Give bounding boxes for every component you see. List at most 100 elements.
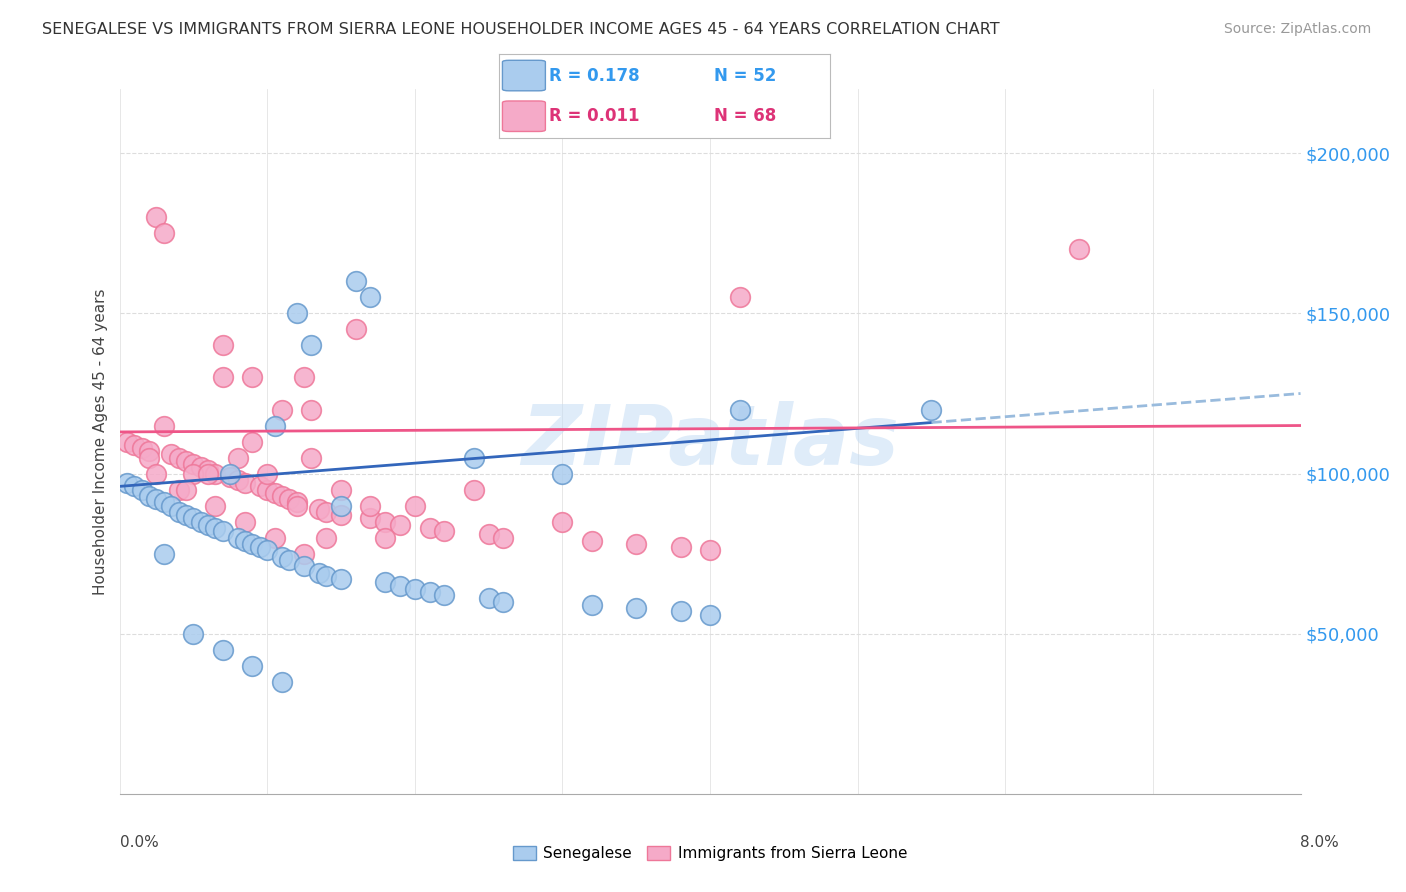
- Point: [433, 588, 456, 602]
- Text: R = 0.178: R = 0.178: [548, 67, 640, 85]
- Point: [360, 511, 382, 525]
- Point: [183, 626, 205, 640]
- Point: [256, 467, 278, 481]
- Point: [699, 543, 721, 558]
- Point: [242, 537, 264, 551]
- Point: [463, 450, 485, 465]
- Point: [167, 483, 190, 497]
- Point: [419, 521, 441, 535]
- Point: [404, 582, 426, 596]
- Point: [145, 467, 167, 481]
- Point: [190, 515, 212, 529]
- FancyBboxPatch shape: [502, 101, 546, 131]
- Point: [292, 547, 315, 561]
- Point: [211, 370, 233, 384]
- Point: [551, 515, 574, 529]
- Point: [153, 418, 174, 433]
- Point: [226, 450, 249, 465]
- Point: [492, 531, 515, 545]
- Point: [728, 402, 751, 417]
- Point: [233, 533, 256, 548]
- Text: 0.0%: 0.0%: [120, 836, 159, 850]
- Point: [374, 575, 396, 590]
- Point: [160, 447, 183, 461]
- Point: [308, 501, 330, 516]
- Point: [226, 531, 249, 545]
- Text: SENEGALESE VS IMMIGRANTS FROM SIERRA LEONE HOUSEHOLDER INCOME AGES 45 - 64 YEARS: SENEGALESE VS IMMIGRANTS FROM SIERRA LEO…: [42, 22, 1000, 37]
- Point: [329, 483, 352, 497]
- Point: [292, 370, 315, 384]
- Point: [374, 515, 396, 529]
- Point: [360, 290, 382, 304]
- Point: [1069, 243, 1091, 257]
- Point: [167, 505, 190, 519]
- Point: [204, 499, 226, 513]
- Point: [920, 402, 942, 417]
- Point: [388, 579, 411, 593]
- Point: [329, 508, 352, 523]
- Point: [145, 211, 167, 225]
- Point: [329, 499, 352, 513]
- Point: [270, 674, 294, 689]
- Point: [551, 467, 574, 481]
- Y-axis label: Householder Income Ages 45 - 64 years: Householder Income Ages 45 - 64 years: [93, 288, 108, 595]
- Point: [624, 537, 647, 551]
- Point: [581, 533, 603, 548]
- Point: [204, 467, 226, 481]
- Point: [242, 658, 264, 673]
- Point: [190, 460, 212, 475]
- Point: [256, 543, 278, 558]
- Point: [263, 418, 285, 433]
- Point: [174, 508, 197, 523]
- Point: [285, 306, 308, 320]
- Text: Source: ZipAtlas.com: Source: ZipAtlas.com: [1223, 22, 1371, 37]
- Point: [249, 541, 271, 555]
- Point: [183, 511, 205, 525]
- Text: ZIPatlas: ZIPatlas: [522, 401, 898, 482]
- Legend: Senegalese, Immigrants from Sierra Leone: Senegalese, Immigrants from Sierra Leone: [506, 840, 914, 867]
- Point: [233, 476, 256, 491]
- Point: [477, 527, 501, 541]
- Point: [167, 450, 190, 465]
- Point: [463, 483, 485, 497]
- Point: [404, 499, 426, 513]
- Point: [301, 338, 323, 352]
- Point: [242, 370, 264, 384]
- Point: [197, 463, 219, 477]
- Point: [433, 524, 456, 539]
- Point: [131, 483, 153, 497]
- Point: [669, 541, 692, 555]
- Point: [315, 505, 337, 519]
- Point: [270, 549, 294, 564]
- Point: [153, 495, 174, 509]
- Point: [249, 479, 271, 493]
- Point: [344, 322, 367, 336]
- Point: [285, 499, 308, 513]
- Point: [360, 499, 382, 513]
- Point: [263, 485, 285, 500]
- Point: [138, 489, 160, 503]
- Point: [219, 467, 242, 481]
- Point: [669, 604, 692, 618]
- Point: [374, 531, 396, 545]
- Point: [204, 521, 226, 535]
- Point: [174, 454, 197, 468]
- Point: [256, 483, 278, 497]
- Point: [477, 591, 501, 606]
- Point: [115, 434, 138, 449]
- Point: [197, 467, 219, 481]
- Point: [278, 492, 301, 507]
- Point: [270, 402, 294, 417]
- Text: N = 52: N = 52: [714, 67, 776, 85]
- Point: [115, 476, 138, 491]
- Point: [211, 642, 233, 657]
- Point: [419, 585, 441, 599]
- Point: [160, 499, 183, 513]
- Point: [153, 547, 174, 561]
- Point: [581, 598, 603, 612]
- Point: [344, 274, 367, 288]
- Point: [197, 517, 219, 532]
- Point: [388, 517, 411, 532]
- Point: [315, 569, 337, 583]
- Text: N = 68: N = 68: [714, 107, 776, 125]
